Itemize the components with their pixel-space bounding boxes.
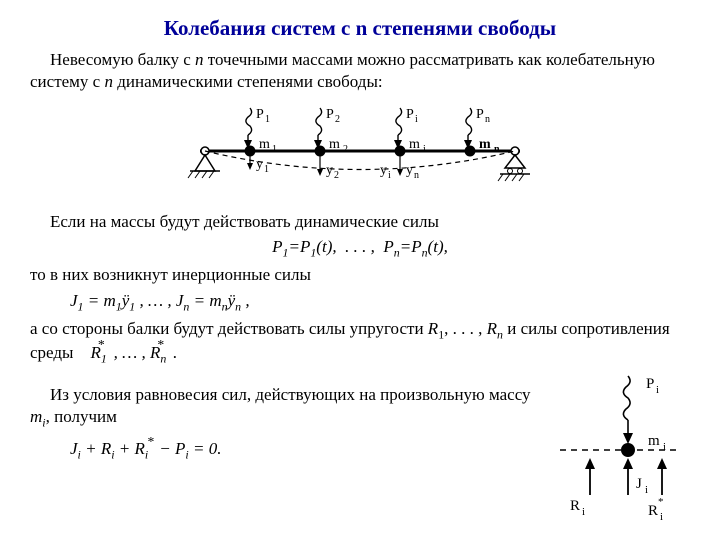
equation-forces: P1=P1(t), . . . , Pn=Pn(t), [30,236,690,260]
svg-text:y: y [380,163,387,178]
page-title: Колебания систем с n степенями свободы [30,15,690,41]
svg-text:i: i [388,170,391,181]
svg-text:P: P [326,107,334,122]
paragraph-2: Если на массы будут действовать динамиче… [30,211,690,232]
paragraph-5: Из условия равновесия сил, действующих н… [30,384,550,430]
equation-inertia: J1 = m1ÿ1 , … , Jn = mnÿn , [30,290,690,314]
svg-text:m: m [409,137,420,152]
svg-text:1: 1 [264,164,269,175]
svg-text:y: y [256,157,263,172]
svg-text:1: 1 [272,144,277,155]
svg-text:m: m [259,137,270,152]
svg-text:*: * [658,496,664,508]
svg-text:2: 2 [334,170,339,181]
paragraph-4: а со стороны балки будут действовать сил… [30,318,690,367]
svg-text:i: i [415,114,418,125]
intro-paragraph: Невесомую балку с n точечными массами мо… [30,49,690,92]
svg-text:1: 1 [265,114,270,125]
beam-diagram: P1 m1 y1 P2 m2 y2 Pi mi yi yn Pn mn [180,96,540,201]
svg-text:y: y [326,163,333,178]
free-body-diagram: Pi mi Ri Ji Ri * [550,370,690,525]
svg-text:m: m [648,433,660,449]
svg-text:y: y [406,163,413,178]
svg-text:i: i [645,484,648,496]
svg-text:n: n [485,114,490,125]
svg-text:n: n [494,144,500,155]
paragraph-3: то в них возникнут инерционные силы [30,264,690,285]
svg-text:n: n [414,170,419,181]
svg-text:i: i [423,144,426,155]
svg-text:m: m [479,137,491,152]
svg-text:i: i [660,511,663,523]
svg-text:i: i [656,384,659,396]
svg-text:m: m [329,137,340,152]
svg-text:R: R [570,498,580,514]
svg-text:P: P [256,107,264,122]
svg-text:2: 2 [343,144,348,155]
svg-text:2: 2 [335,114,340,125]
svg-text:J: J [636,476,642,492]
svg-text:i: i [582,506,585,518]
svg-text:R: R [648,503,658,519]
svg-text:i: i [663,441,666,453]
svg-text:P: P [646,376,654,392]
svg-text:P: P [476,107,484,122]
svg-text:P: P [406,107,414,122]
equation-equilibrium: Ji + Ri + Ri* − Pi = 0. [30,438,550,462]
